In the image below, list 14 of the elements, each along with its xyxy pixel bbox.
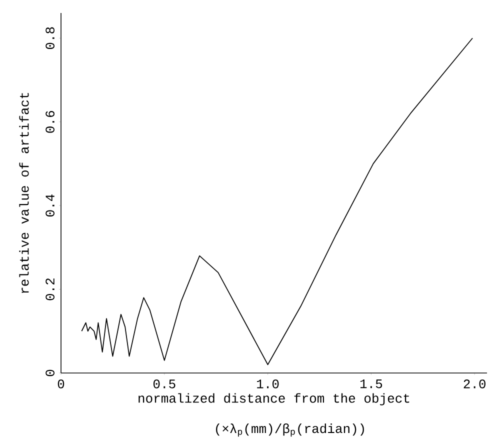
y-tick-label: 0.2 bbox=[46, 278, 54, 300]
y-tick-label: 0 bbox=[46, 370, 54, 376]
x-tick-label: 0 bbox=[58, 380, 64, 388]
y-tick-label: 0.4 bbox=[46, 194, 54, 216]
y-tick-label: 0.6 bbox=[46, 110, 54, 133]
x-tick-label: 0.5 bbox=[153, 380, 176, 388]
x-axis-title: normalized distance from the object bbox=[138, 393, 410, 406]
line-series bbox=[81, 38, 473, 366]
y-axis-title: relative value of artifact bbox=[19, 92, 29, 293]
x-tick-label: 1.5 bbox=[360, 380, 382, 388]
x-tick-label: 2.0 bbox=[464, 380, 486, 388]
text: (×λ$_{p}$(mm)/β$_{p}$(radian)) bbox=[216, 424, 364, 437]
y-tick-label: 0.8 bbox=[46, 27, 54, 50]
x-tick-label: 1.0 bbox=[257, 380, 279, 388]
